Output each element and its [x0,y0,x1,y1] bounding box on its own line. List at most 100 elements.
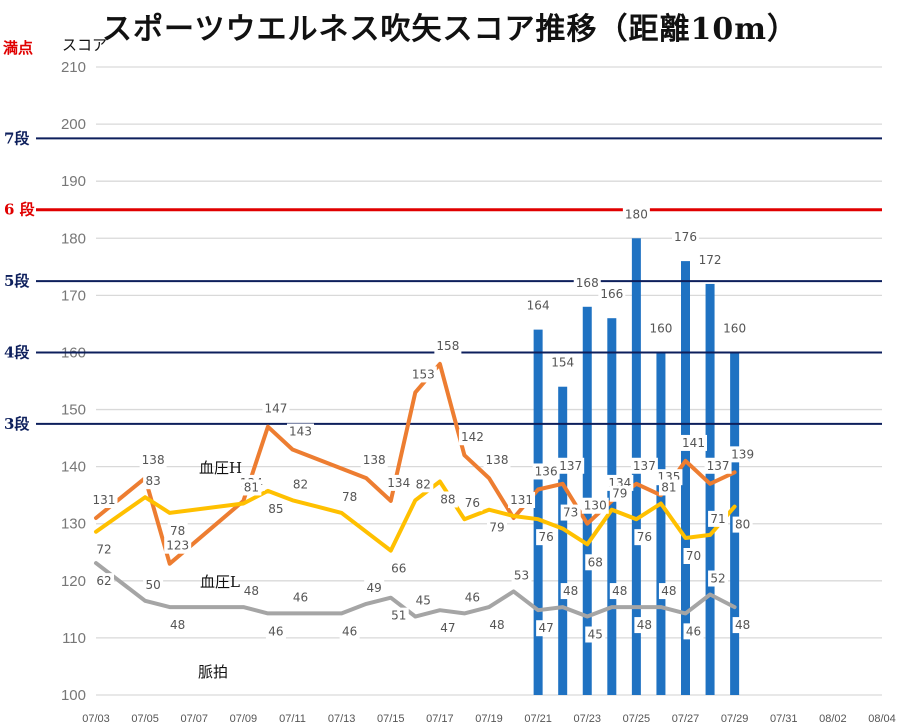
data-label-bg [94,541,114,558]
x-tick-label: 08/04 [868,713,896,725]
data-label-bg [708,570,729,587]
grade-label: 5段 [4,272,29,290]
y-tick-label: 210 [61,59,86,76]
data-label-bg [634,617,655,634]
data-label-bg [262,400,290,417]
bp-low-data-label: 70 [686,549,701,563]
bp-high-data-label: 141 [682,436,705,450]
pulse-data-label: 48 [735,618,750,632]
bp-low-data-label: 78 [170,524,185,538]
x-tick-label: 07/11 [279,713,306,725]
data-label-bg [585,554,606,571]
score-data-label: 172 [699,253,722,267]
score-bar [705,283,715,695]
y-tick-label: 200 [61,116,86,133]
x-tick-label: 07/13 [328,713,356,725]
pulse-data-label: 46 [268,624,283,638]
data-label-bg [388,560,409,577]
data-label-bg [487,617,507,634]
data-label-bg [339,488,360,505]
bp-low-data-label: 81 [244,480,259,494]
pulse-line [94,561,737,619]
x-tick-label: 07/07 [180,713,208,725]
data-label-bg [532,463,560,480]
bp-low-data-label: 79 [489,521,504,535]
bp-low-data-label: 80 [735,518,750,532]
data-label-bg [573,274,601,291]
x-tick-label: 07/21 [524,713,552,725]
pulse-data-label: 45 [416,594,431,608]
y-tick-label: 180 [61,230,86,247]
pulse-data-label: 62 [96,574,111,588]
data-label-bg [508,492,536,509]
bp-low-data-label: 76 [465,496,480,510]
x-tick-label: 07/09 [230,713,258,725]
bp-low-data-label: 81 [661,480,676,494]
bp-low-data-label: 82 [416,477,431,491]
pulse-data-label: 45 [588,628,603,642]
pulse-data-label: 53 [514,568,529,582]
data-label-bg [287,423,314,440]
data-label-bg [241,479,262,496]
pulse-data-label: 48 [612,584,627,598]
bp-high-data-label: 138 [363,453,386,467]
data-label-bg [696,251,724,268]
data-label-bg [708,510,729,527]
data-label-bg [413,592,434,609]
score-data-label: 166 [600,287,623,301]
data-label-bg [94,573,114,590]
x-tick-label: 07/31 [770,713,798,725]
data-label-bg [167,617,188,634]
data-label-bg [413,476,434,493]
data-label-bg [139,452,167,469]
data-label-bg [721,320,749,337]
pulse-data-label: 46 [293,590,308,604]
score-bar [533,329,543,695]
data-label-bg [634,529,655,546]
bp-high-data-label: 139 [731,447,754,461]
pulse-data-label: 48 [244,584,259,598]
bp-high-data-label: 143 [289,425,312,439]
gridlines [96,66,882,696]
data-label-bg [729,446,757,463]
data-label-bg [598,286,626,303]
data-label-bg [265,500,286,517]
data-label-bg [557,457,585,474]
data-label-bg [622,206,650,223]
bp-low-data-label: 85 [268,502,283,516]
data-label-bg [581,497,609,514]
y-tick-label: 190 [61,173,86,190]
data-label-bg [609,583,630,600]
data-label-bg [524,297,552,314]
data-label-bg [360,452,388,469]
data-label-bg [241,583,262,600]
y-tick-label: 110 [62,630,86,647]
bp-high-data-label: 136 [535,464,558,478]
score-bar [656,352,666,695]
data-label-bg [364,579,385,596]
score-bar [607,318,617,695]
pulse-data-label: 48 [661,584,676,598]
x-axis: 07/03 07/05 07/07 07/09 07/11 07/13 07/15 07/17… [82,713,896,725]
data-label-bg [437,491,458,508]
data-label-bg [290,476,311,493]
grade-label: 7段 [4,129,29,147]
series-label-bp-high: 血圧H [199,459,242,477]
pulse-data-label: 46 [465,590,480,604]
bp-high-data-label: 142 [461,430,484,444]
data-label-bg [458,429,486,446]
series-label-bp-low: 血圧L [200,573,240,591]
bp-high-data-label: 123 [166,539,189,553]
pulse-data-label: 47 [440,621,455,635]
score-bar [681,261,690,695]
bp-low-data-label: 78 [342,490,357,504]
data-label-bg [683,548,704,564]
x-tick-label: 07/17 [426,713,454,725]
data-label-bg [630,457,658,474]
grade-lines: 7段 6 段 5段 4段 3段 [4,129,882,433]
bp-high-data-label: 138 [142,453,165,467]
bp-low-data-label: 82 [293,477,308,491]
data-label-bg [434,337,462,354]
score-axis-label: スコア [62,36,107,54]
